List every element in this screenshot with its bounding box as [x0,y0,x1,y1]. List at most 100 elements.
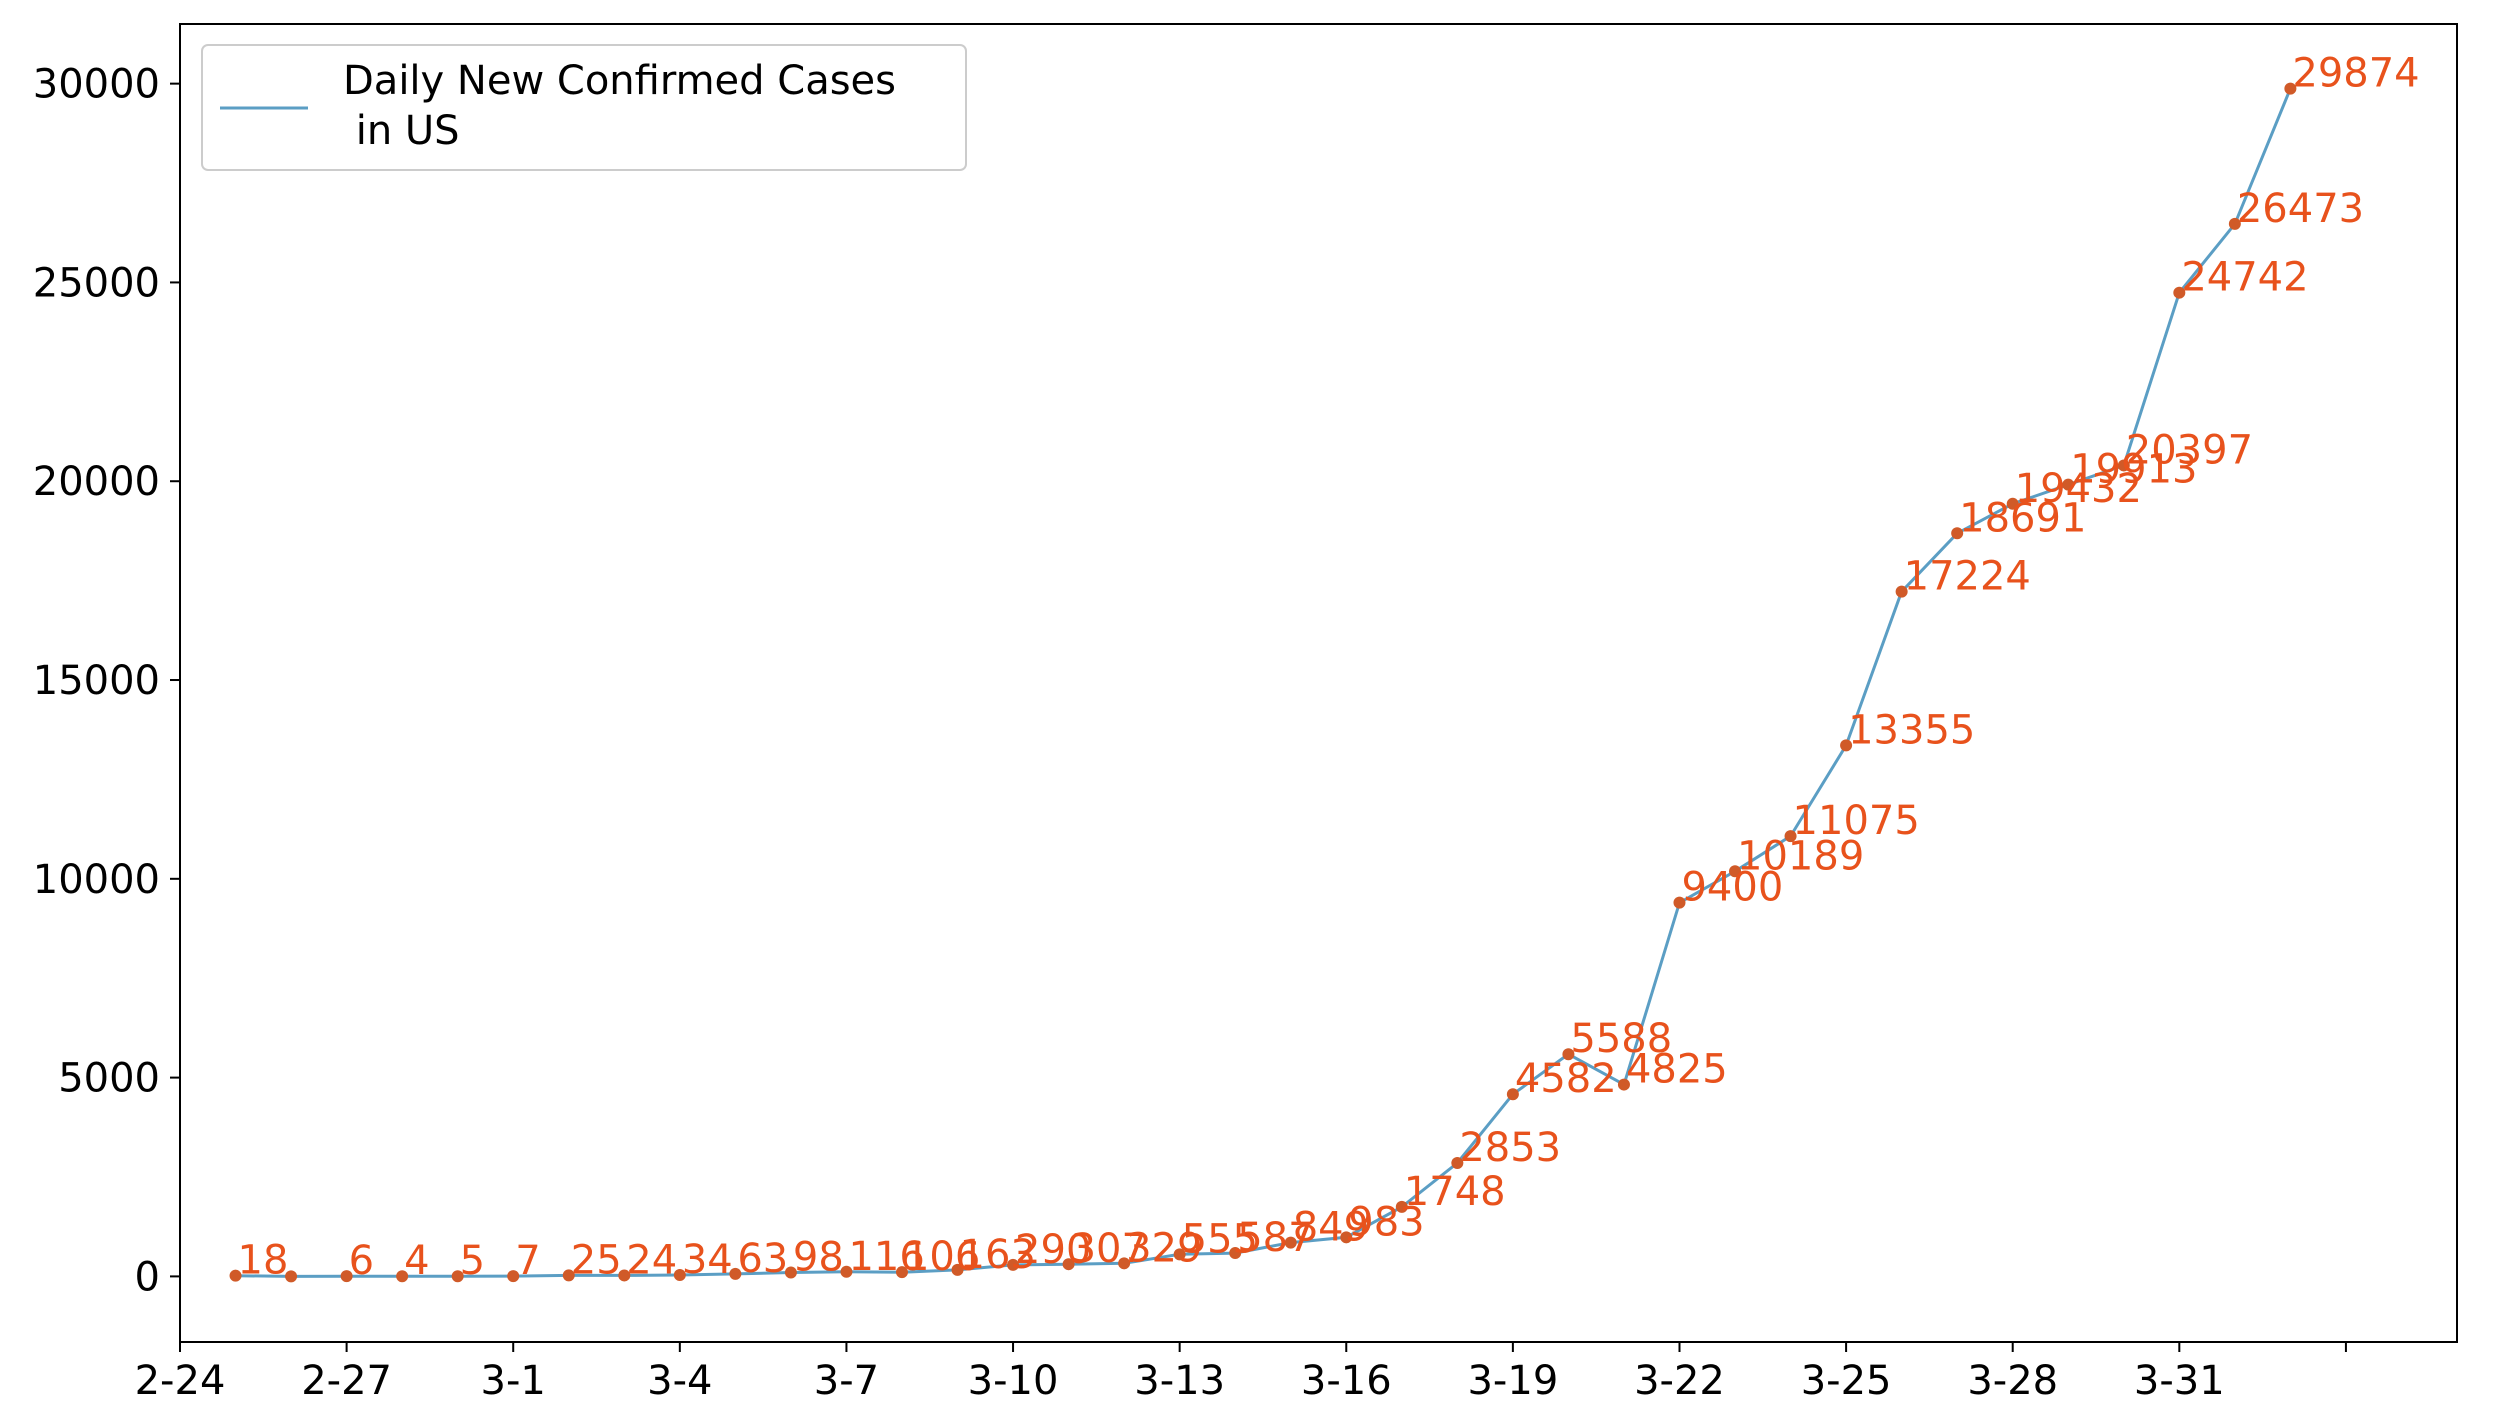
data-label: 24742 [2181,255,2308,301]
y-tick-label: 25000 [33,260,160,306]
data-label: 2853 [1459,1125,1561,1171]
data-label: 290 [1015,1227,1091,1273]
data-point [618,1269,631,1282]
x-tick-label: 3-22 [1634,1358,1725,1404]
y-axis-ticks: 0 5000 10000 15000 20000 25000 30000 [33,62,180,1300]
data-point [784,1266,797,1279]
data-point [2062,478,2075,491]
data-label: 18691 [1959,495,2086,541]
data-point [1173,1248,1186,1261]
data-label: 116 [848,1234,924,1280]
data-point [2284,82,2297,95]
data-label: 106 [904,1234,980,1280]
data-point [951,1263,964,1276]
series-markers [229,82,2297,1283]
data-point [1840,739,1853,752]
data-point [2006,497,2019,510]
data-point [1340,1231,1353,1244]
legend-label: Daily New Confirmed Cases in US [343,58,896,154]
data-label: 19432 [2015,466,2142,512]
data-label: 4582 [1515,1056,1617,1102]
data-label: 11075 [1793,798,1920,844]
data-point [451,1270,464,1283]
data-label: 98 [793,1235,844,1281]
data-label: 13355 [1848,707,1975,753]
legend-label-line: in US [343,108,460,154]
data-point [1729,865,1742,878]
y-tick-label: 20000 [33,459,160,505]
data-label: 18 [238,1238,289,1284]
data-label: 17224 [1904,554,2031,600]
y-tick-label: 15000 [33,658,160,704]
data-label: 63 [737,1236,788,1282]
data-point [562,1269,575,1282]
data-point [1395,1200,1408,1213]
data-point [1506,1088,1519,1101]
data-label: 7 [515,1238,540,1284]
data-label: 10189 [1737,833,1864,879]
data-label: 24 [626,1237,677,1283]
data-label: 9400 [1681,865,1783,911]
data-label: 6 [349,1238,374,1284]
y-tick-label: 0 [135,1254,160,1300]
data-point [1229,1247,1242,1260]
data-point [1617,1078,1630,1091]
x-tick-label: 3-13 [1134,1358,1225,1404]
plot-frame [179,23,2458,1343]
data-label: 307 [1071,1226,1147,1272]
data-label: 555 [1182,1216,1258,1262]
x-tick-label: 3-16 [1301,1358,1392,1404]
data-label: 19913 [2070,447,2197,493]
data-point [673,1269,686,1282]
data-point [396,1270,409,1283]
data-point [1562,1048,1575,1061]
x-tick-label: 3-4 [647,1358,712,1404]
data-label: 1748 [1404,1169,1506,1215]
x-tick-label: 2-27 [301,1358,392,1404]
data-point [229,1269,242,1282]
data-labels: 18 6 4 5 7 25 24 34 63 98 116106163290307329555587… [238,51,2420,1285]
data-point [895,1266,908,1279]
data-label: 5 [460,1238,485,1284]
data-point [1784,830,1797,843]
data-point [1007,1258,1020,1271]
data-label: 5588 [1570,1016,1672,1062]
y-tick-label: 30000 [33,62,160,108]
x-tick-label: 3-19 [1467,1358,1558,1404]
x-tick-label: 3-10 [968,1358,1059,1404]
series-line-group [235,88,2292,1278]
x-tick-label: 3-1 [481,1358,546,1404]
data-point [2228,217,2241,230]
x-axis-ticks: 2-24 2-27 3-1 3-4 3-7 3-10 3-13 3-16 3-19 3-22 3-2… [135,1342,2347,1404]
data-label: 329 [1126,1225,1202,1271]
data-point [507,1270,520,1283]
data-point [729,1267,742,1280]
data-label: 163 [960,1232,1036,1278]
data-point [1951,527,1964,540]
data-point [2117,459,2130,472]
x-tick-label: 3-28 [1967,1358,2058,1404]
data-point [1062,1258,1075,1271]
data-label: 20397 [2126,427,2253,473]
y-tick-label: 5000 [58,1056,160,1102]
data-point [1284,1236,1297,1249]
legend-box [201,44,967,171]
data-point [285,1270,298,1283]
legend-label-line: Daily New Confirmed Cases [343,58,896,104]
data-label: 849 [1293,1205,1369,1251]
x-tick-label: 3-25 [1801,1358,1892,1404]
data-label: 25 [571,1237,622,1283]
data-label: 587 [1237,1215,1313,1261]
data-point [1451,1156,1464,1169]
legend: Daily New Confirmed Cases in US [201,44,967,171]
data-point [1118,1257,1131,1270]
data-point [2173,286,2186,299]
data-label: 4825 [1626,1047,1728,1093]
data-point [340,1270,353,1283]
data-point [1673,896,1686,909]
data-label: 983 [1348,1199,1424,1245]
data-label: 34 [682,1237,733,1283]
data-label: 4 [404,1238,429,1284]
data-label: 26473 [2237,186,2364,232]
